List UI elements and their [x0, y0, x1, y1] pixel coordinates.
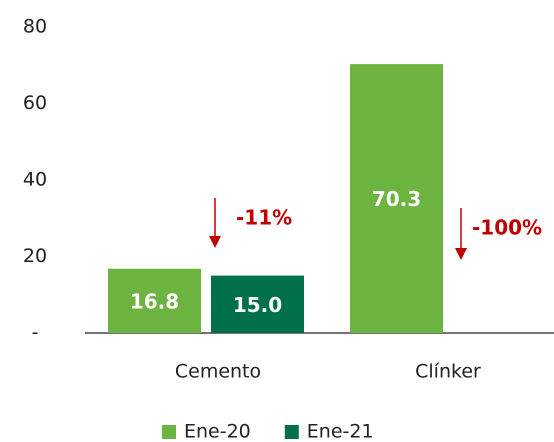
legend-label: Ene-21	[307, 421, 374, 442]
bar	[211, 275, 304, 333]
y-tick: 80	[23, 16, 47, 38]
annotation: -100%	[472, 216, 542, 240]
annotation: -11%	[236, 206, 292, 230]
x-tick-label: Clínker	[415, 361, 481, 383]
arrow-head	[209, 236, 221, 248]
arrow-head	[455, 248, 467, 260]
y-tick: 40	[23, 169, 47, 191]
legend-label: Ene-20	[184, 421, 251, 442]
bar	[108, 268, 201, 333]
y-tick-label: -	[32, 322, 39, 344]
value-label: 70.3	[372, 187, 421, 211]
bar	[350, 64, 443, 333]
y-tick-label: 40	[23, 169, 47, 191]
value-label: 16.8	[130, 289, 179, 313]
y-tick-label: 80	[23, 16, 47, 38]
legend-swatch	[162, 425, 176, 439]
annotation-arrows	[209, 198, 467, 260]
y-tick: 20	[23, 245, 47, 267]
value-label: 15.0	[233, 293, 282, 317]
legend-swatch	[284, 425, 299, 439]
y-tick: -	[32, 322, 39, 344]
y-tick-label: 20	[23, 245, 47, 267]
y-tick-label: 60	[23, 92, 47, 114]
y-tick: 60	[23, 92, 47, 114]
x-tick-label: Cemento	[175, 361, 261, 383]
